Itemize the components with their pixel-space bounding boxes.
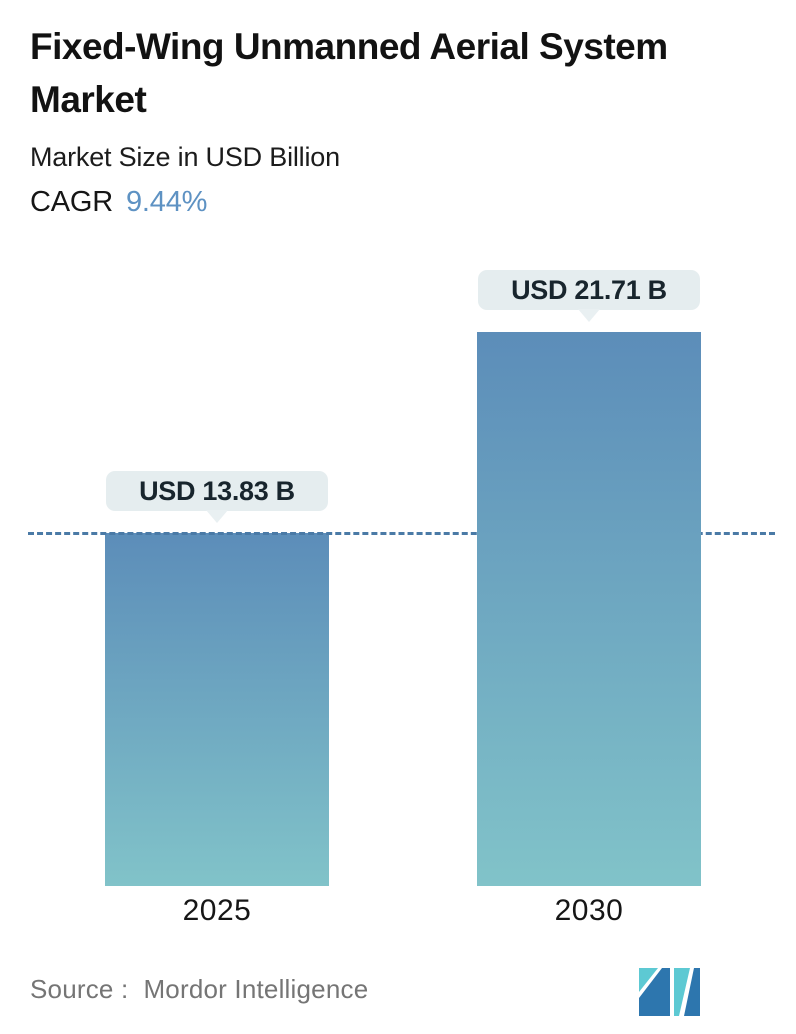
baseline-dashed-line	[28, 532, 775, 536]
bar-chart: USD 13.83 B 2025 USD 21.71 B 2030	[0, 250, 796, 927]
bar-group-2025: USD 13.83 B 2025	[105, 250, 329, 927]
axis-label-2025: 2025	[182, 894, 252, 927]
axis-label-2030: 2030	[554, 894, 624, 927]
chart-subtitle: Market Size in USD Billion	[30, 141, 340, 172]
source-line: Source : Mordor Intelligence	[30, 974, 368, 1005]
value-pill-2030: USD 21.71 B	[478, 270, 700, 310]
page-title: Fixed-Wing Unmanned Aerial System Market	[30, 26, 668, 121]
source-label: Source :	[30, 974, 129, 1004]
source-value: Mordor Intelligence	[143, 974, 369, 1004]
cagr-value: 9.44%	[126, 185, 208, 218]
value-pill-2025: USD 13.83 B	[106, 471, 328, 512]
mordor-intelligence-logo	[639, 968, 700, 1016]
bar-2025	[105, 533, 329, 886]
cagr-label: CAGR	[30, 185, 113, 218]
bar-2030	[477, 332, 701, 886]
chart-header: Fixed-Wing Unmanned Aerial System Market…	[30, 20, 760, 219]
cagr-line: CAGR 9.44%	[30, 186, 760, 219]
bar-group-2030: USD 21.71 B 2030	[477, 250, 701, 927]
